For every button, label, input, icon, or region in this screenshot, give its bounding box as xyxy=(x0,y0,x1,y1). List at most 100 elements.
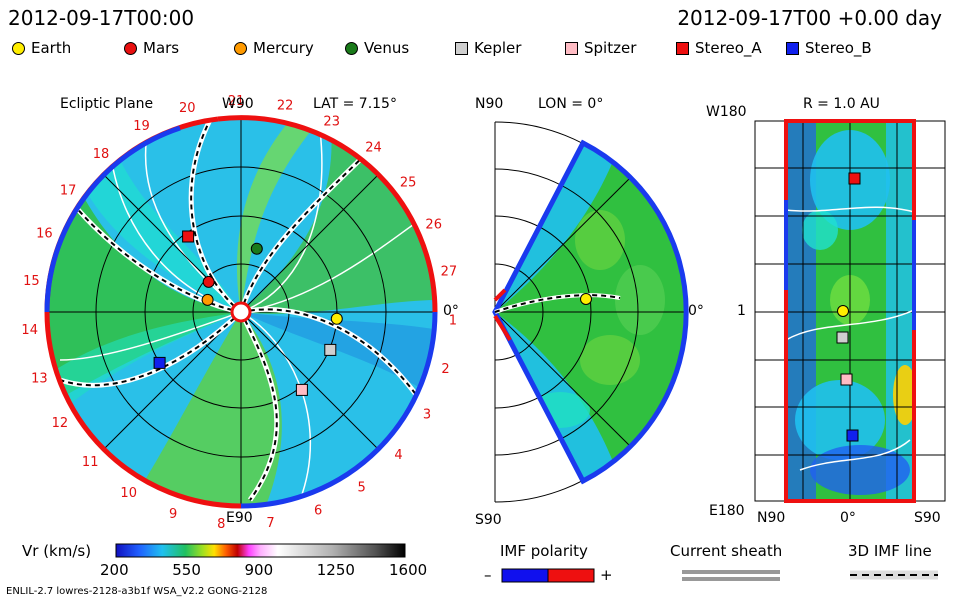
ecliptic-imf-lines xyxy=(59,118,423,502)
body-marker-stereo-a xyxy=(182,230,195,243)
meridional-panel xyxy=(492,121,689,503)
meridional-lon: LON = 0° xyxy=(538,96,604,112)
carrington-tick-label: 14 xyxy=(21,323,38,338)
meridional-earth-marker xyxy=(580,293,592,305)
imf-minus: – xyxy=(484,566,492,584)
body-marker-mercury xyxy=(201,293,214,306)
ecliptic-bottom-label: E90 xyxy=(226,510,253,526)
legend-item-kepler: Kepler xyxy=(455,39,521,57)
carrington-tick-label: 23 xyxy=(323,114,340,129)
legend-marker xyxy=(124,41,137,55)
radial-top-label: W180 xyxy=(706,104,747,120)
radial-mid-label: 1 xyxy=(737,303,746,319)
meridional-imf-line xyxy=(494,294,621,313)
colorbar-label: Vr (km/s) xyxy=(22,542,92,560)
legend-label: Venus xyxy=(364,39,410,57)
legend-item-mars: Mars xyxy=(124,39,179,57)
carrington-tick-label: 10 xyxy=(120,486,137,501)
carrington-tick-label: 4 xyxy=(394,448,402,463)
carrington-tick-label: 7 xyxy=(266,516,274,531)
carrington-tick-label: 15 xyxy=(23,274,40,289)
legend-label: Mercury xyxy=(253,39,314,57)
radial-r-label: R = 1.0 AU xyxy=(803,96,880,112)
carrington-tick-label: 19 xyxy=(133,119,150,134)
radial-x-right: S90 xyxy=(914,510,941,526)
carrington-tick-label: 12 xyxy=(52,416,69,431)
ecliptic-rim-positive-2 xyxy=(44,125,181,313)
legend-label: Stereo_A xyxy=(695,39,762,57)
carrington-tick-label: 2 xyxy=(441,362,449,377)
legend-marker xyxy=(565,41,578,55)
legend-label: Earth xyxy=(31,39,72,57)
legend-item-spitzer: Spitzer xyxy=(565,39,636,57)
colorbar-tick-label: 200 xyxy=(100,561,129,579)
colorbar-tick-label: 900 xyxy=(244,561,274,579)
colorbar-tick-label: 1250 xyxy=(316,561,355,579)
ecliptic-rim-negative-2 xyxy=(217,115,438,313)
radial-stereo-b-marker xyxy=(846,429,859,442)
carrington-tick-label: 21 xyxy=(228,94,245,109)
carrington-tick-label: 17 xyxy=(60,183,77,198)
colorbar xyxy=(115,543,406,558)
ecliptic-rim-positive xyxy=(240,311,438,509)
carrington-tick-label: 5 xyxy=(357,480,365,495)
radial-spitzer-marker xyxy=(840,373,853,386)
legend-marker xyxy=(345,41,358,55)
carrington-tick-label: 3 xyxy=(423,408,431,423)
imf-positive-swatch xyxy=(547,568,595,583)
carrington-tick-label: 8 xyxy=(217,517,225,532)
body-marker-spitzer xyxy=(295,383,308,396)
radial-kepler-marker xyxy=(836,331,849,344)
body-marker-earth xyxy=(330,312,343,325)
carrington-tick-label: 1 xyxy=(449,313,457,328)
meridional-bottom-label: S90 xyxy=(475,512,502,528)
meridional-right-label: 0° xyxy=(688,303,704,319)
header-datetime: 2012-09-17T00:00 xyxy=(8,6,195,30)
legend-label: Spitzer xyxy=(584,39,637,57)
ecliptic-top-label: W90 xyxy=(222,96,254,112)
header-offset: 2012-09-17T00 +0.00 day xyxy=(677,6,942,30)
meridional-field xyxy=(495,143,665,481)
carrington-tick-label: 26 xyxy=(425,218,442,233)
ecliptic-bodies xyxy=(153,230,343,396)
carrington-tick-label: 24 xyxy=(365,141,382,156)
meridional-top-label: N90 xyxy=(475,96,504,112)
carrington-tick-label: 22 xyxy=(277,99,294,114)
carrington-tick-label: 11 xyxy=(82,455,99,470)
carrington-tick-label: 25 xyxy=(400,176,417,191)
ecliptic-right-label: 0° xyxy=(443,303,459,319)
carrington-tick-label: 18 xyxy=(93,147,110,162)
imf-plus: + xyxy=(600,566,613,584)
body-marker-mars xyxy=(202,275,215,288)
sun-marker xyxy=(230,301,252,323)
radial-earth-marker xyxy=(837,305,849,317)
legend-marker xyxy=(12,41,25,55)
body-marker-stereo-b xyxy=(153,356,166,369)
legend-marker xyxy=(455,41,468,55)
legend-label: Stereo_B xyxy=(805,39,872,57)
carrington-tick-label: 13 xyxy=(31,372,48,387)
radial-stereo-a-marker xyxy=(848,172,861,185)
legend-marker xyxy=(234,41,247,55)
legend-item-stereo-a: Stereo_A xyxy=(676,39,762,57)
carrington-tick-label: 9 xyxy=(169,507,177,522)
legend-label: Kepler xyxy=(474,39,522,57)
ecliptic-title: Ecliptic Plane xyxy=(60,96,154,112)
legend-item-mercury: Mercury xyxy=(234,39,314,57)
radial-x-left: N90 xyxy=(757,510,786,526)
footer-info: ENLIL-2.7 lowres-2128-a3b1f WSA_V2.2 GON… xyxy=(6,586,268,597)
carrington-tick-label: 6 xyxy=(314,504,322,519)
imf-line-label: 3D IMF line xyxy=(848,542,932,560)
colorbar-tick-label: 550 xyxy=(172,561,201,579)
legend-marker xyxy=(786,41,799,55)
legend-item-stereo-b: Stereo_B xyxy=(786,39,872,57)
ecliptic-lat: LAT = 7.15° xyxy=(313,96,397,112)
current-sheath-label: Current sheath xyxy=(670,542,783,560)
legend-item-earth: Earth xyxy=(12,39,71,57)
carrington-tick-label: 16 xyxy=(36,227,53,242)
imf-negative-swatch xyxy=(501,568,549,583)
body-marker-venus xyxy=(250,242,263,255)
radial-bottom-label: E180 xyxy=(709,503,745,519)
